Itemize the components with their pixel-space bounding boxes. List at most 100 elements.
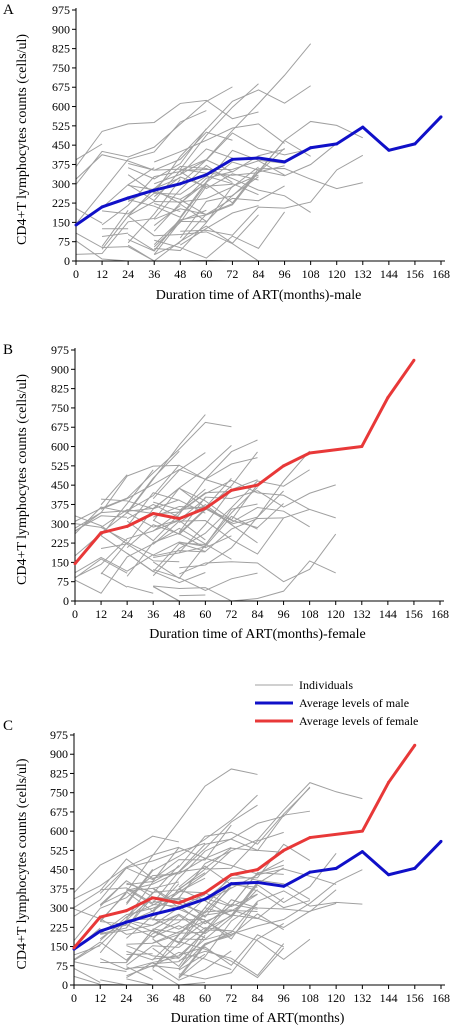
- individual-line: [126, 414, 206, 514]
- y-tick-label: 975: [52, 3, 70, 17]
- x-tick-label: 60: [199, 991, 211, 1005]
- series-average-male: [74, 115, 443, 227]
- individual-line: [74, 492, 206, 557]
- series-average-female: [72, 743, 417, 950]
- data-point-male: [124, 920, 128, 924]
- x-tick-label: 72: [226, 267, 238, 281]
- chart-panel-A: 0 75 150 225 300 375 450 525 600 675 750 825 900 975 0…: [3, 2, 450, 303]
- data-point-male: [282, 884, 286, 888]
- data-point-female: [124, 909, 128, 913]
- x-tick-label: 24: [120, 991, 132, 1005]
- individual-lines-C: [73, 768, 363, 986]
- y-tick-label: 150: [51, 555, 69, 569]
- y-axis-label: CD4+T lymphocytes counts (cells/ul): [15, 34, 30, 245]
- data-point-female: [282, 464, 286, 468]
- data-point-female: [203, 506, 207, 510]
- individual-line: [180, 147, 285, 176]
- individual-line: [75, 110, 207, 225]
- y-tick-label: 975: [51, 343, 69, 357]
- y-tick-label: 600: [50, 824, 68, 838]
- individual-line: [126, 843, 311, 909]
- individual-line: [153, 143, 338, 232]
- individual-line: [153, 560, 336, 602]
- x-tick-label: 168: [432, 267, 450, 281]
- y-tick-label: 825: [52, 42, 70, 56]
- x-tick-label: 132: [353, 991, 371, 1005]
- individual-line: [154, 203, 181, 213]
- individual-line: [73, 893, 258, 961]
- y-tick-label: 900: [51, 362, 69, 376]
- individual-line: [180, 154, 364, 236]
- individual-line: [126, 787, 311, 919]
- individual-line: [152, 853, 337, 965]
- individual-line: [178, 890, 363, 941]
- individual-line: [74, 421, 232, 522]
- y-tick-label: 150: [50, 940, 68, 954]
- x-tick-label: 12: [94, 991, 106, 1005]
- y-tick-label: 0: [63, 594, 69, 608]
- data-point-male: [100, 205, 104, 209]
- panel-label: B: [3, 342, 13, 358]
- individual-line: [152, 899, 206, 918]
- y-tick-label: 300: [52, 177, 70, 191]
- x-tick-label: 36: [147, 991, 159, 1005]
- individual-line: [101, 209, 129, 247]
- data-point-female: [360, 829, 364, 833]
- data-point-female: [151, 896, 155, 900]
- individual-line: [178, 934, 206, 970]
- y-tick-label: 900: [50, 747, 68, 761]
- data-point-male: [152, 188, 156, 192]
- individual-line: [126, 915, 153, 939]
- x-tick-label: 156: [406, 991, 424, 1005]
- individual-line: [100, 896, 154, 935]
- individual-line: [126, 457, 258, 542]
- individual-line: [126, 847, 284, 886]
- data-point-male: [256, 880, 259, 884]
- individual-line: [152, 897, 285, 939]
- individual-line: [102, 232, 129, 238]
- individual-line: [152, 969, 180, 986]
- individual-line: [73, 897, 127, 942]
- y-tick-label: 225: [51, 536, 69, 550]
- data-point-female: [256, 868, 259, 872]
- individual-line: [126, 524, 232, 549]
- data-point-male: [203, 897, 207, 901]
- x-tick-label: 96: [278, 607, 290, 621]
- data-point-female: [386, 396, 390, 400]
- y-tick-label: 600: [52, 100, 70, 114]
- individual-line: [127, 585, 154, 594]
- data-point-male: [413, 142, 417, 146]
- individual-line: [127, 139, 311, 252]
- y-tick-label: 0: [64, 254, 70, 268]
- data-point-male: [177, 906, 181, 910]
- individual-line: [127, 177, 181, 202]
- y-tick-label: 525: [50, 843, 68, 857]
- data-point-male: [309, 146, 313, 150]
- individual-line: [152, 886, 232, 914]
- data-point-female: [229, 488, 233, 492]
- y-tick-label: 675: [52, 80, 70, 94]
- data-point-female: [413, 743, 417, 747]
- individual-line: [153, 165, 311, 213]
- individual-line: [152, 503, 258, 580]
- individual-line: [180, 165, 285, 216]
- data-point-female: [177, 517, 181, 521]
- x-tick-label: 84: [253, 267, 265, 281]
- data-point-female: [98, 915, 102, 919]
- chart-panel-B: 0 75 150 225 300 375 450 525 600 675 750 825 900 975 0…: [3, 342, 449, 642]
- x-tick-label: 144: [379, 607, 397, 621]
- y-tick-label: 375: [51, 497, 69, 511]
- data-point-male: [334, 866, 338, 870]
- individual-line: [154, 174, 259, 252]
- x-tick-label: 24: [121, 607, 133, 621]
- individual-line: [152, 889, 337, 959]
- individual-line: [180, 43, 312, 171]
- data-point-male: [178, 182, 182, 186]
- individual-line: [99, 889, 258, 935]
- individual-line: [75, 143, 103, 161]
- x-tick-label: 108: [301, 607, 319, 621]
- x-tick-label: 48: [173, 607, 185, 621]
- y-tick-label: 75: [56, 959, 68, 973]
- individual-line: [152, 452, 206, 500]
- x-tick-label: 84: [252, 607, 264, 621]
